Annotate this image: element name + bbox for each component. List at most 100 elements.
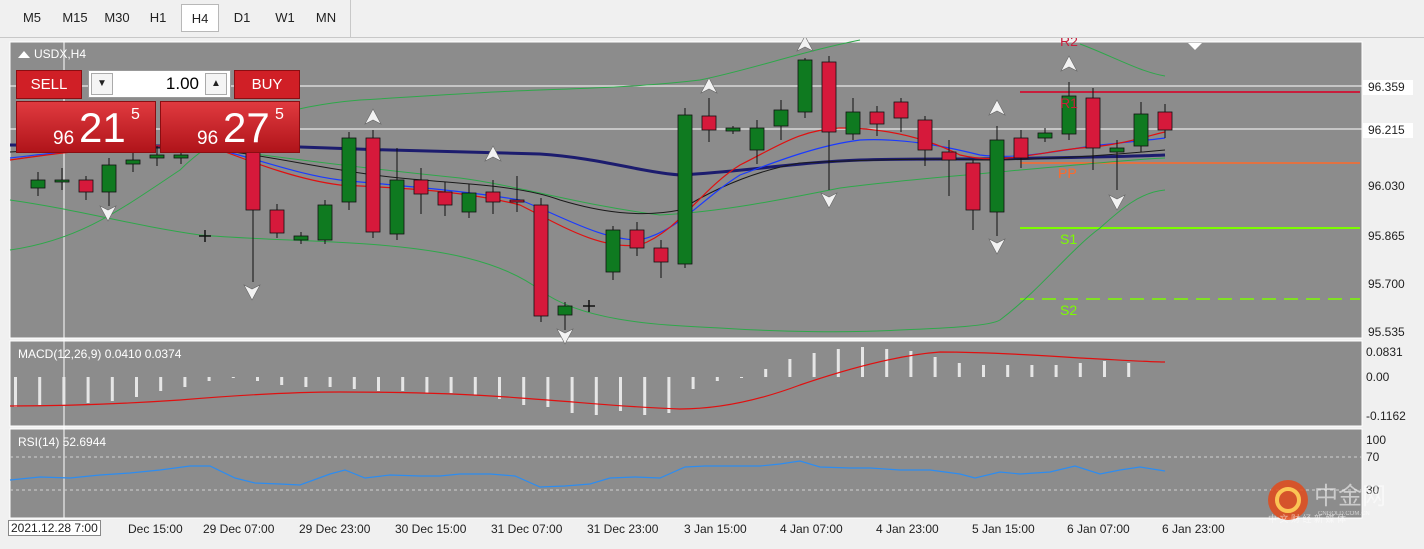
timeframe-m30[interactable]: M30: [104, 10, 130, 25]
lot-increase-button[interactable]: ▲: [205, 73, 227, 95]
macd-bar: [473, 377, 477, 395]
macd-axis-label: 0.00: [1366, 370, 1390, 384]
fractal-down-icon: [1108, 194, 1126, 211]
bearish-candle: [701, 115, 717, 131]
fractal-up-icon: [484, 145, 502, 162]
macd-bar: [86, 377, 90, 403]
timeframe-d1[interactable]: D1: [233, 10, 251, 25]
lot-size-value[interactable]: 1.00: [165, 74, 199, 93]
pivot-r1-label: R1: [1060, 95, 1078, 111]
macd-bar: [788, 359, 792, 377]
macd-bar: [14, 377, 17, 407]
rsi-line: [9, 460, 1166, 488]
macd-bar: [1103, 361, 1106, 377]
watermark-url: CNGOLD.COM.CN: [1318, 511, 1370, 517]
rsi-panel: [9, 428, 1363, 519]
fractal-down-icon: [243, 284, 261, 301]
macd-bar: [1030, 365, 1034, 377]
bullish-candle: [677, 114, 693, 265]
buy-price-prefix: 96: [197, 128, 219, 149]
macd-label: MACD(12,26,9) 0.0410 0.0374: [18, 347, 182, 361]
buy-price-button[interactable]: 96 27 5: [160, 101, 300, 153]
cngold-watermark-logo: 中金网 CNGOLD.COM.CN 中 文 财 经 新 媒 体: [1268, 480, 1386, 523]
buy-button[interactable]: BUY: [234, 70, 300, 99]
fractal-up-icon: [988, 99, 1006, 116]
macd-bar: [159, 377, 163, 391]
bearish-candle: [533, 204, 549, 317]
macd-bar: [256, 377, 259, 381]
price-chart: R1 R2 PP S1 S2 USDX,H4 96.359 96.215 96.…: [0, 33, 1424, 519]
time-axis-label: 3 Jan 15:00: [684, 522, 747, 536]
macd-bar: [885, 349, 889, 377]
chart-area[interactable]: R1 R2 PP S1 S2 USDX,H4 96.359 96.215 96.…: [0, 33, 1424, 549]
macd-bar: [207, 377, 211, 381]
time-axis-label: 4 Jan 07:00: [780, 522, 843, 536]
timeframe-h4[interactable]: H4: [181, 4, 219, 32]
bearish-candle: [821, 61, 837, 133]
bullish-candle: [773, 109, 789, 127]
bullish-candle: [149, 154, 165, 159]
bullish-candle: [1061, 95, 1077, 135]
timeframe-mn[interactable]: MN: [315, 10, 337, 25]
bearish-candle: [365, 137, 381, 233]
rsi-axis-label: 30: [1366, 483, 1380, 497]
timeframe-h1[interactable]: H1: [149, 10, 167, 25]
sell-price-button[interactable]: 96 21 5: [16, 101, 156, 153]
bullish-candle: [1109, 147, 1125, 153]
bearish-candle: [941, 151, 957, 161]
macd-axis-label: -0.1162: [1366, 409, 1406, 423]
bearish-candle: [78, 179, 94, 193]
lot-size-field[interactable]: ▼ 1.00 ▲: [88, 70, 231, 98]
time-axis-label: 31 Dec 23:00: [587, 522, 659, 536]
chart-title: USDX,H4: [34, 47, 86, 61]
lot-decrease-button[interactable]: ▼: [91, 73, 113, 95]
time-axis-label: 5 Jan 15:00: [972, 522, 1035, 536]
time-axis: 2021.12.28 7:00 Dec 15:00 29 Dec 07:00 2…: [0, 519, 1424, 549]
sell-button[interactable]: SELL: [16, 70, 82, 99]
timeframe-w1[interactable]: W1: [275, 10, 295, 25]
time-axis-label: 29 Dec 07:00: [203, 522, 275, 536]
bullish-candle: [125, 159, 141, 165]
macd-bar: [546, 377, 550, 407]
fractal-markers: [99, 35, 1126, 345]
bullish-candle: [54, 179, 70, 183]
time-axis-cursor-label: 2021.12.28 7:00: [8, 520, 101, 536]
chart-collapse-icon[interactable]: [18, 51, 30, 58]
bullish-candle: [293, 235, 309, 241]
bullish-candle: [101, 164, 117, 193]
sell-price-point: 5: [131, 106, 140, 123]
macd-bar: [619, 377, 622, 411]
macd-axis-label: 0.0831: [1366, 345, 1403, 359]
timeframe-m15[interactable]: M15: [62, 10, 88, 25]
macd-bar: [38, 377, 42, 405]
time-axis-label: 29 Dec 23:00: [299, 522, 371, 536]
bullish-candle: [845, 111, 861, 135]
sell-price-prefix: 96: [53, 128, 75, 149]
fractal-up-icon: [700, 77, 718, 94]
bullish-candle: [30, 179, 46, 189]
bearish-candle: [653, 247, 669, 263]
bullish-candle: [605, 229, 621, 273]
macd-panel: [9, 340, 1363, 427]
bearish-candle: [1013, 137, 1029, 159]
macd-bar: [909, 351, 913, 377]
sell-price-main: 21: [79, 104, 126, 151]
bullish-candle: [1037, 132, 1053, 139]
macd-bar: [62, 377, 66, 405]
bearish-candle: [509, 199, 525, 203]
macd-bar: [933, 357, 937, 377]
bearish-candle: [629, 229, 645, 249]
bearish-candle: [1157, 111, 1173, 131]
bollinger-lower: [9, 189, 1166, 333]
timeframe-m5[interactable]: M5: [22, 10, 42, 25]
time-axis-label: 6 Jan 07:00: [1067, 522, 1130, 536]
fractal-down-icon: [99, 205, 117, 222]
rsi-label: RSI(14) 52.6944: [18, 435, 106, 449]
pivot-r2-label: R2: [1060, 38, 1078, 49]
fractal-up-icon: [1060, 55, 1078, 72]
macd-bar: [449, 377, 453, 393]
macd-bar: [328, 377, 332, 387]
price-axis-label: 95.865: [1368, 229, 1405, 243]
price-axis-label: 95.535: [1368, 325, 1405, 339]
macd-bar: [667, 377, 671, 413]
